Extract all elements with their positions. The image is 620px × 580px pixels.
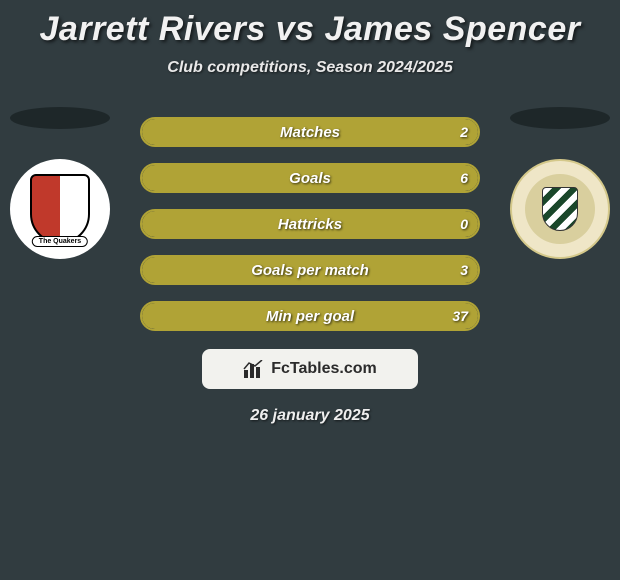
player-right-badge [510, 107, 610, 297]
shield-icon [542, 187, 578, 231]
bar-chart-icon [243, 360, 265, 378]
player-right-silhouette [510, 107, 610, 129]
player-left-badge: The Quakers [10, 107, 110, 297]
brand-text: FcTables.com [271, 360, 377, 378]
stat-row: Hattricks 0 [140, 209, 480, 239]
crest-banner-text: The Quakers [32, 236, 88, 247]
stat-label: Matches [280, 124, 340, 141]
stats-list: Matches 2 Goals 6 Hattricks 0 Goals per match 3… [140, 117, 480, 331]
shield-icon [30, 174, 90, 244]
stat-value: 3 [460, 262, 468, 278]
page-title: Jarrett Rivers vs James Spencer [0, 0, 620, 49]
stat-value: 2 [460, 124, 468, 140]
crest-inner-ring [525, 174, 595, 244]
player-left-silhouette [10, 107, 110, 129]
brand-footer[interactable]: FcTables.com [202, 349, 418, 389]
stat-label: Min per goal [266, 308, 354, 325]
stat-row: Min per goal 37 [140, 301, 480, 331]
subtitle: Club competitions, Season 2024/2025 [0, 59, 620, 77]
stat-row: Goals per match 3 [140, 255, 480, 285]
stat-row: Goals 6 [140, 163, 480, 193]
stat-label: Hattricks [278, 216, 342, 233]
stat-row: Matches 2 [140, 117, 480, 147]
stat-value: 6 [460, 170, 468, 186]
stat-value: 0 [460, 216, 468, 232]
stat-label: Goals [289, 170, 331, 187]
stat-value: 37 [452, 308, 468, 324]
date-label: 26 january 2025 [0, 407, 620, 425]
stat-label: Goals per match [251, 262, 369, 279]
comparison-panel: The Quakers Matches 2 Goals 6 Hattricks 0 Goal… [0, 117, 620, 425]
club-crest-left: The Quakers [10, 159, 110, 259]
club-crest-right [510, 159, 610, 259]
